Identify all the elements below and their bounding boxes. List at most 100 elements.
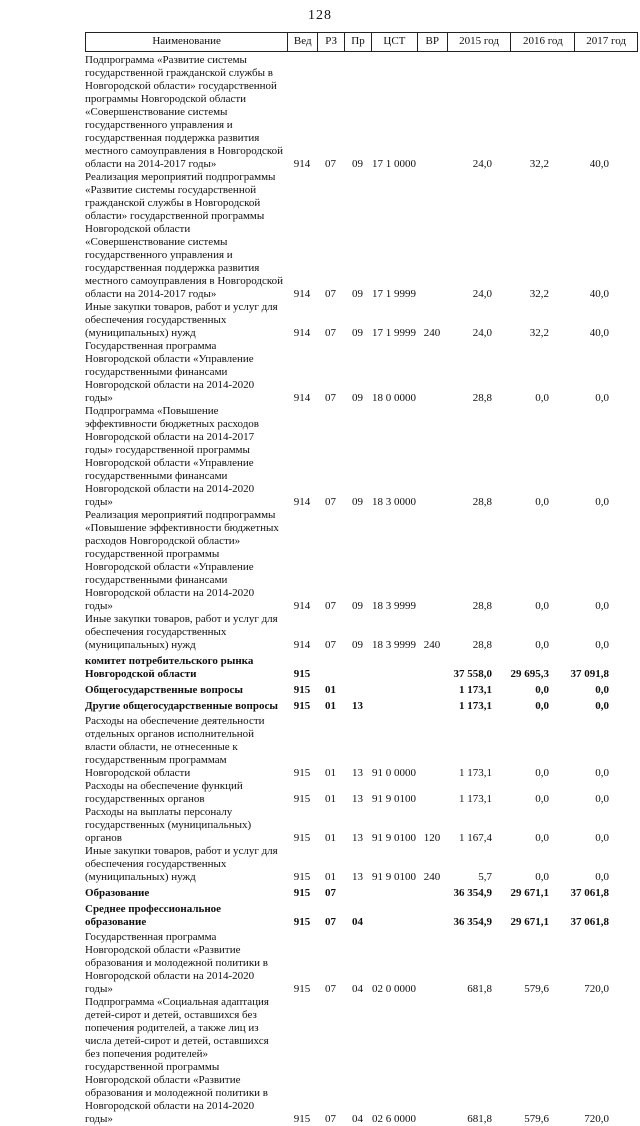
cell-y2017: 40,0 bbox=[589, 327, 609, 339]
cell-cst: 18 3 0000 bbox=[372, 496, 416, 508]
cell-name: Расходы на выплаты персоналу государстве… bbox=[85, 806, 252, 844]
cell-y2016: 32,2 bbox=[529, 327, 549, 339]
cell-pr: 09 bbox=[352, 392, 363, 404]
cell-cst: 18 0 0000 bbox=[372, 392, 416, 404]
cell-y2017: 0,0 bbox=[595, 392, 609, 404]
cell-vr: 120 bbox=[423, 832, 441, 844]
cell-y2017: 40,0 bbox=[589, 288, 609, 300]
cell-y2017: 0,0 bbox=[595, 496, 609, 508]
cell-name: Реализация мероприятий подпрограммы «Пов… bbox=[85, 509, 279, 612]
cell-ved: 914 bbox=[293, 639, 311, 651]
cell-y2017: 40,0 bbox=[589, 158, 609, 170]
cell-rz: 01 bbox=[325, 684, 336, 696]
cell-ved: 914 bbox=[293, 327, 311, 339]
cell-name: Подпрограмма «Социальная адаптация детей… bbox=[85, 996, 269, 1125]
cell-y2016: 0,0 bbox=[535, 684, 549, 696]
cell-y2016: 29 671,1 bbox=[510, 887, 550, 899]
cell-name: Подпрограмма «Повышение эффективности бю… bbox=[85, 405, 260, 508]
col-header-2017: 2017 год bbox=[574, 33, 637, 51]
cell-y2015: 24,0 bbox=[472, 327, 492, 339]
table-row: Расходы на обеспечение деятельности отде… bbox=[85, 715, 638, 780]
cell-y2015: 37 558,0 bbox=[453, 668, 493, 680]
cell-y2016: 29 695,3 bbox=[510, 668, 550, 680]
cell-rz: 01 bbox=[325, 871, 336, 883]
cell-pr: 04 bbox=[352, 916, 363, 928]
cell-y2015: 1 173,1 bbox=[459, 684, 492, 696]
col-header-cst: ЦСТ bbox=[370, 33, 417, 51]
col-header-pr: Пр bbox=[344, 33, 371, 51]
cell-ved: 915 bbox=[293, 871, 311, 883]
table-row: Общегосударственные вопросы 915 01 1 173,1 0… bbox=[85, 684, 638, 697]
cell-rz: 07 bbox=[325, 496, 336, 508]
table-row: Подпрограмма «Социальная адаптация детей… bbox=[85, 996, 638, 1126]
cell-y2015: 28,8 bbox=[472, 496, 492, 508]
table-row: комитет потребительского рынка Новгородс… bbox=[85, 655, 638, 681]
cell-cst: 17 1 9999 bbox=[372, 327, 416, 339]
table-row: Подпрограмма «Повышение эффективности бю… bbox=[85, 405, 638, 509]
cell-name: Расходы на обеспечение деятельности отде… bbox=[85, 715, 265, 779]
table-row: Государственная программа Новгородской о… bbox=[85, 931, 638, 996]
table-row: Иные закупки товаров, работ и услуг для … bbox=[85, 301, 638, 340]
table-row: Реализация мероприятий подпрограммы «Раз… bbox=[85, 171, 638, 301]
cell-rz: 07 bbox=[325, 1113, 336, 1125]
cell-pr: 09 bbox=[352, 639, 363, 651]
cell-cst: 91 9 0100 bbox=[372, 832, 416, 844]
cell-pr: 13 bbox=[352, 871, 363, 883]
cell-ved: 914 bbox=[293, 288, 311, 300]
cell-cst: 02 6 0000 bbox=[372, 1113, 416, 1125]
cell-ved: 915 bbox=[293, 700, 311, 712]
cell-y2016: 32,2 bbox=[529, 158, 549, 170]
col-header-vr: ВР bbox=[416, 33, 447, 51]
cell-name: Другие общегосударственные вопросы bbox=[85, 700, 278, 712]
col-header-rz: РЗ bbox=[317, 33, 344, 51]
cell-cst: 17 1 0000 bbox=[372, 158, 416, 170]
cell-name: Общегосударственные вопросы bbox=[85, 684, 243, 696]
cell-ved: 915 bbox=[293, 767, 311, 779]
cell-y2015: 681,8 bbox=[467, 983, 492, 995]
cell-name: Государственная программа Новгородской о… bbox=[85, 340, 255, 404]
cell-pr: 09 bbox=[352, 600, 363, 612]
table-row: Иные закупки товаров, работ и услуг для … bbox=[85, 845, 638, 884]
cell-y2016: 0,0 bbox=[535, 832, 549, 844]
cell-pr: 04 bbox=[352, 983, 363, 995]
cell-ved: 915 bbox=[293, 1113, 311, 1125]
cell-y2015: 1 173,1 bbox=[459, 793, 492, 805]
cell-y2016: 0,0 bbox=[535, 600, 549, 612]
cell-y2016: 0,0 bbox=[535, 767, 549, 779]
table-header-row: Наименование Вед РЗ Пр ЦСТ ВР 2015 год 2… bbox=[85, 32, 638, 52]
cell-cst: 91 9 0100 bbox=[372, 871, 416, 883]
cell-y2015: 1 167,4 bbox=[459, 832, 492, 844]
cell-ved: 915 bbox=[293, 668, 311, 680]
cell-y2016: 579,6 bbox=[524, 983, 549, 995]
cell-vr: 240 bbox=[423, 639, 441, 651]
table-row: Среднее профессиональное образование 915 0… bbox=[85, 903, 638, 929]
col-header-name: Наименование bbox=[152, 35, 221, 47]
table-row: Расходы на выплаты персоналу государстве… bbox=[85, 806, 638, 845]
cell-rz: 07 bbox=[325, 983, 336, 995]
cell-y2017: 720,0 bbox=[584, 983, 609, 995]
cell-cst: 18 3 9999 bbox=[372, 600, 416, 612]
document-page: { "page": { "number": "128" }, "table": … bbox=[85, 8, 638, 1125]
cell-y2016: 32,2 bbox=[529, 288, 549, 300]
cell-name: Среднее профессиональное образование bbox=[85, 903, 222, 928]
cell-y2017: 0,0 bbox=[595, 793, 609, 805]
col-header-2016: 2016 год bbox=[510, 33, 574, 51]
cell-rz: 07 bbox=[325, 600, 336, 612]
cell-pr: 09 bbox=[352, 496, 363, 508]
cell-ved: 914 bbox=[293, 600, 311, 612]
cell-y2017: 0,0 bbox=[595, 767, 609, 779]
table-body: Подпрограмма «Развитие системы государст… bbox=[85, 52, 638, 1126]
cell-pr: 09 bbox=[352, 327, 363, 339]
cell-pr: 13 bbox=[352, 793, 363, 805]
cell-y2017: 0,0 bbox=[595, 700, 609, 712]
cell-pr: 04 bbox=[352, 1113, 363, 1125]
budget-table: Наименование Вед РЗ Пр ЦСТ ВР 2015 год 2… bbox=[85, 32, 638, 1126]
cell-ved: 915 bbox=[293, 983, 311, 995]
cell-name: Иные закупки товаров, работ и услуг для … bbox=[85, 845, 278, 883]
cell-y2016: 29 671,1 bbox=[510, 916, 550, 928]
table-row: Иные закупки товаров, работ и услуг для … bbox=[85, 613, 638, 652]
table-row: Образование 915 07 36 354,9 29 671,1 37 061,8 bbox=[85, 887, 638, 900]
cell-name: Иные закупки товаров, работ и услуг для … bbox=[85, 301, 278, 339]
table-row: Подпрограмма «Развитие системы государст… bbox=[85, 54, 638, 171]
cell-y2016: 579,6 bbox=[524, 1113, 549, 1125]
